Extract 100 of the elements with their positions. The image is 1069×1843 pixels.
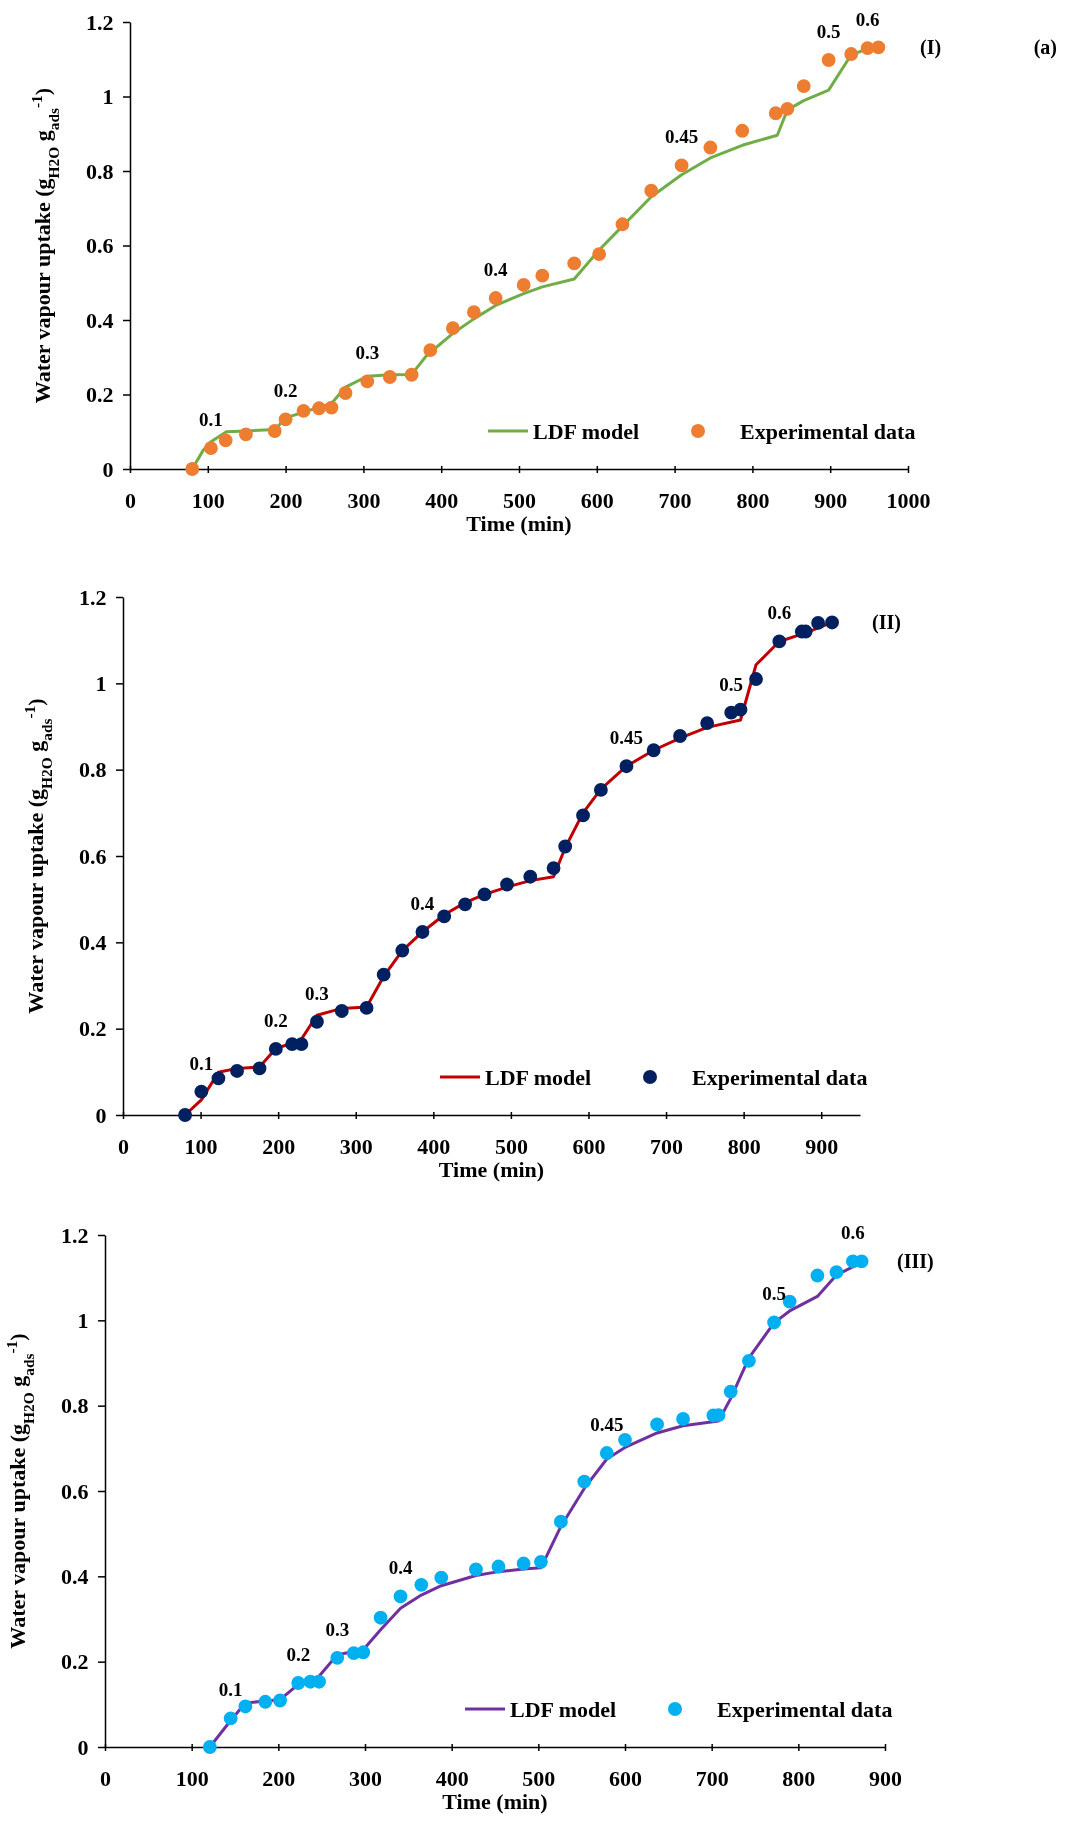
point <box>238 1699 253 1714</box>
y-tick-label: 0.4 <box>78 929 107 955</box>
x-tick-label: 500 <box>494 1133 528 1159</box>
point <box>700 716 715 730</box>
x-axis-title: Time (min) <box>438 1157 545 1182</box>
point <box>393 1589 408 1604</box>
annotation: 0.6 <box>841 1222 865 1244</box>
legend-label: Experimental data <box>740 419 916 444</box>
point <box>723 1384 738 1399</box>
annotation: 0.45 <box>609 727 644 749</box>
point <box>252 1061 267 1076</box>
point <box>445 321 460 336</box>
x-axis-title: Time (min) <box>466 511 572 536</box>
x-tick-label: 600 <box>572 1133 606 1159</box>
point <box>646 743 661 758</box>
point <box>844 47 859 61</box>
annotation: 0.2 <box>263 1009 288 1031</box>
x-tick-label: 900 <box>814 487 848 513</box>
point <box>593 783 608 797</box>
text: (I) <box>920 36 942 60</box>
y-tick-label: 0.8 <box>85 158 114 184</box>
y-tick-label: 0.6 <box>60 1478 89 1504</box>
annotation: 0.6 <box>767 602 792 624</box>
y-tick-label: 0.2 <box>78 1016 107 1042</box>
annotation: 0.4 <box>483 259 509 281</box>
point <box>338 386 353 400</box>
y-tick-label: 0 <box>102 456 114 482</box>
annotation: 0.1 <box>199 409 223 431</box>
point <box>230 1064 244 1078</box>
x-tick-label: 400 <box>425 487 459 513</box>
x-tick-label: 300 <box>339 1133 373 1159</box>
point <box>592 247 607 261</box>
x-tick-label: 500 <box>503 487 536 513</box>
x-tick-label: 200 <box>262 1133 296 1159</box>
point <box>218 433 233 448</box>
point <box>312 1674 326 1689</box>
point <box>376 967 391 982</box>
point <box>733 702 748 717</box>
annotation: 0.5 <box>762 1283 786 1305</box>
annotation: 0.6 <box>855 9 880 31</box>
annotation: 0.2 <box>273 380 298 402</box>
point <box>310 1014 324 1029</box>
legend-label: LDF model <box>485 1065 592 1090</box>
y-tick-label: 0.8 <box>60 1393 89 1419</box>
annotation: 0.4 <box>388 1557 413 1579</box>
point <box>796 79 811 93</box>
point <box>767 1315 781 1330</box>
point <box>239 427 253 442</box>
x-tick-label: 200 <box>269 487 303 513</box>
point <box>291 1676 306 1690</box>
point <box>423 343 438 358</box>
point <box>211 1071 226 1086</box>
point <box>871 40 886 55</box>
annotation: 0.3 <box>355 342 380 364</box>
y-tick-label: 0.8 <box>78 757 107 783</box>
point <box>434 1570 449 1585</box>
point <box>546 861 561 875</box>
x-tick-label: 700 <box>658 487 692 513</box>
x-tick-label: 600 <box>580 487 614 513</box>
y-tick-label: 0.4 <box>60 1563 89 1589</box>
annotation: 0.2 <box>286 1644 311 1665</box>
x-tick-label: 800 <box>736 487 770 513</box>
point <box>223 1711 238 1726</box>
point <box>267 424 282 438</box>
y-tick-label: 0.6 <box>85 233 114 259</box>
point <box>821 53 836 67</box>
x-tick-label: 100 <box>184 1133 218 1159</box>
point <box>567 256 582 271</box>
point <box>644 183 659 198</box>
point <box>749 672 763 686</box>
y-tick-label: 1.2 <box>60 1222 89 1248</box>
x-tick-label: 200 <box>262 1765 296 1791</box>
y-tick-label: 0.2 <box>60 1649 89 1675</box>
point <box>466 305 481 320</box>
point <box>185 462 200 476</box>
point <box>414 1577 429 1592</box>
y-tick-label: 1 <box>102 84 114 110</box>
y-tick-label: 0.6 <box>78 843 107 869</box>
legend-label: Experimental data <box>717 1697 893 1722</box>
x-tick-label: 800 <box>782 1765 816 1791</box>
point <box>294 1037 309 1052</box>
point <box>599 1446 614 1460</box>
point <box>258 1694 273 1709</box>
point <box>674 158 689 173</box>
point <box>780 101 795 116</box>
point <box>273 1693 287 1708</box>
annotation: 0.4 <box>410 892 435 914</box>
point <box>615 217 630 232</box>
point <box>742 1353 756 1368</box>
point <box>650 1417 664 1432</box>
annotation: 0.45 <box>664 126 699 148</box>
point <box>558 839 573 854</box>
point <box>382 370 397 384</box>
point <box>619 759 634 774</box>
point <box>516 278 531 292</box>
point <box>415 925 430 939</box>
point <box>469 1562 483 1577</box>
point <box>825 615 839 630</box>
point <box>437 909 452 924</box>
point <box>404 367 419 382</box>
